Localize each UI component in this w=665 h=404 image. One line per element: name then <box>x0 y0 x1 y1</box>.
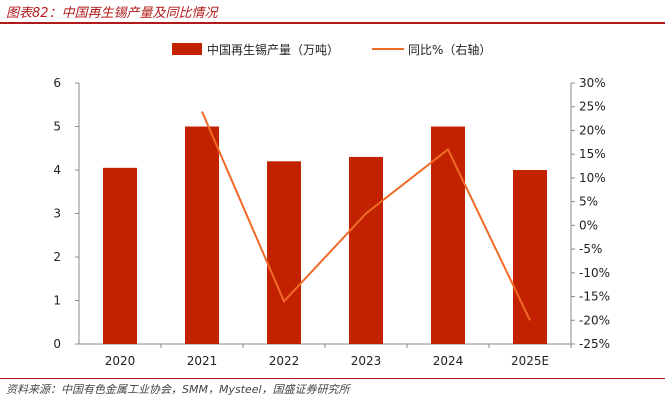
x-tick-label: 2022 <box>269 354 300 368</box>
x-tick-label: 2025E <box>511 354 549 368</box>
legend-bar-label: 中国再生锡产量（万吨） <box>207 42 339 57</box>
bar-series <box>103 126 547 344</box>
right-tick-label: -20% <box>579 313 610 327</box>
footer-rule <box>0 378 665 379</box>
right-tick-labels: -25% -20% -15% -10% -5% 0% 5% 10% 15% 20% 25% 30% <box>571 76 610 351</box>
left-tick-label: 5 <box>53 120 61 134</box>
right-tick-label: 30% <box>579 76 606 90</box>
bar <box>349 156 383 344</box>
right-tick-label: 5% <box>579 195 598 209</box>
yoy-line <box>201 111 531 321</box>
bar <box>431 126 465 344</box>
right-tick-label: 20% <box>579 123 606 137</box>
bar <box>185 126 219 344</box>
title-rule <box>0 22 665 24</box>
bar <box>513 170 547 344</box>
left-tick-label: 0 <box>53 337 61 351</box>
legend-bar-swatch <box>172 43 202 55</box>
right-tick-label: -15% <box>579 290 610 304</box>
right-tick-label: 10% <box>579 171 606 185</box>
left-tick-label: 3 <box>53 207 61 221</box>
bar <box>103 167 137 344</box>
legend: 中国再生锡产量（万吨） 同比%（右轴） <box>172 42 491 57</box>
right-tick-label: 0% <box>579 218 598 232</box>
bar <box>267 161 301 344</box>
left-tick-label: 6 <box>53 76 61 90</box>
x-tick-label: 2023 <box>351 354 382 368</box>
figure-title: 图表82：中国再生锡产量及同比情况 <box>6 6 218 21</box>
legend-line-label: 同比%（右轴） <box>408 42 491 57</box>
right-tick-label: 15% <box>579 147 606 161</box>
right-tick-label: -5% <box>579 242 602 256</box>
x-tick-label: 2020 <box>105 354 136 368</box>
x-tick-label: 2024 <box>433 354 464 368</box>
left-tick-label: 4 <box>53 163 61 177</box>
left-tick-labels: 0 1 2 3 4 5 6 <box>53 76 79 351</box>
x-tick-label: 2021 <box>187 354 218 368</box>
right-tick-label: -10% <box>579 266 610 280</box>
right-tick-label: 25% <box>579 100 606 114</box>
right-tick-label: -25% <box>579 337 610 351</box>
left-tick-label: 2 <box>53 250 61 264</box>
x-tick-labels: 2020 2021 2022 2023 2024 2025E <box>105 344 572 368</box>
left-tick-label: 1 <box>53 294 61 308</box>
source-note: 资料来源：中国有色金属工业协会，SMM，Mysteel，国盛证券研究所 <box>6 383 350 396</box>
